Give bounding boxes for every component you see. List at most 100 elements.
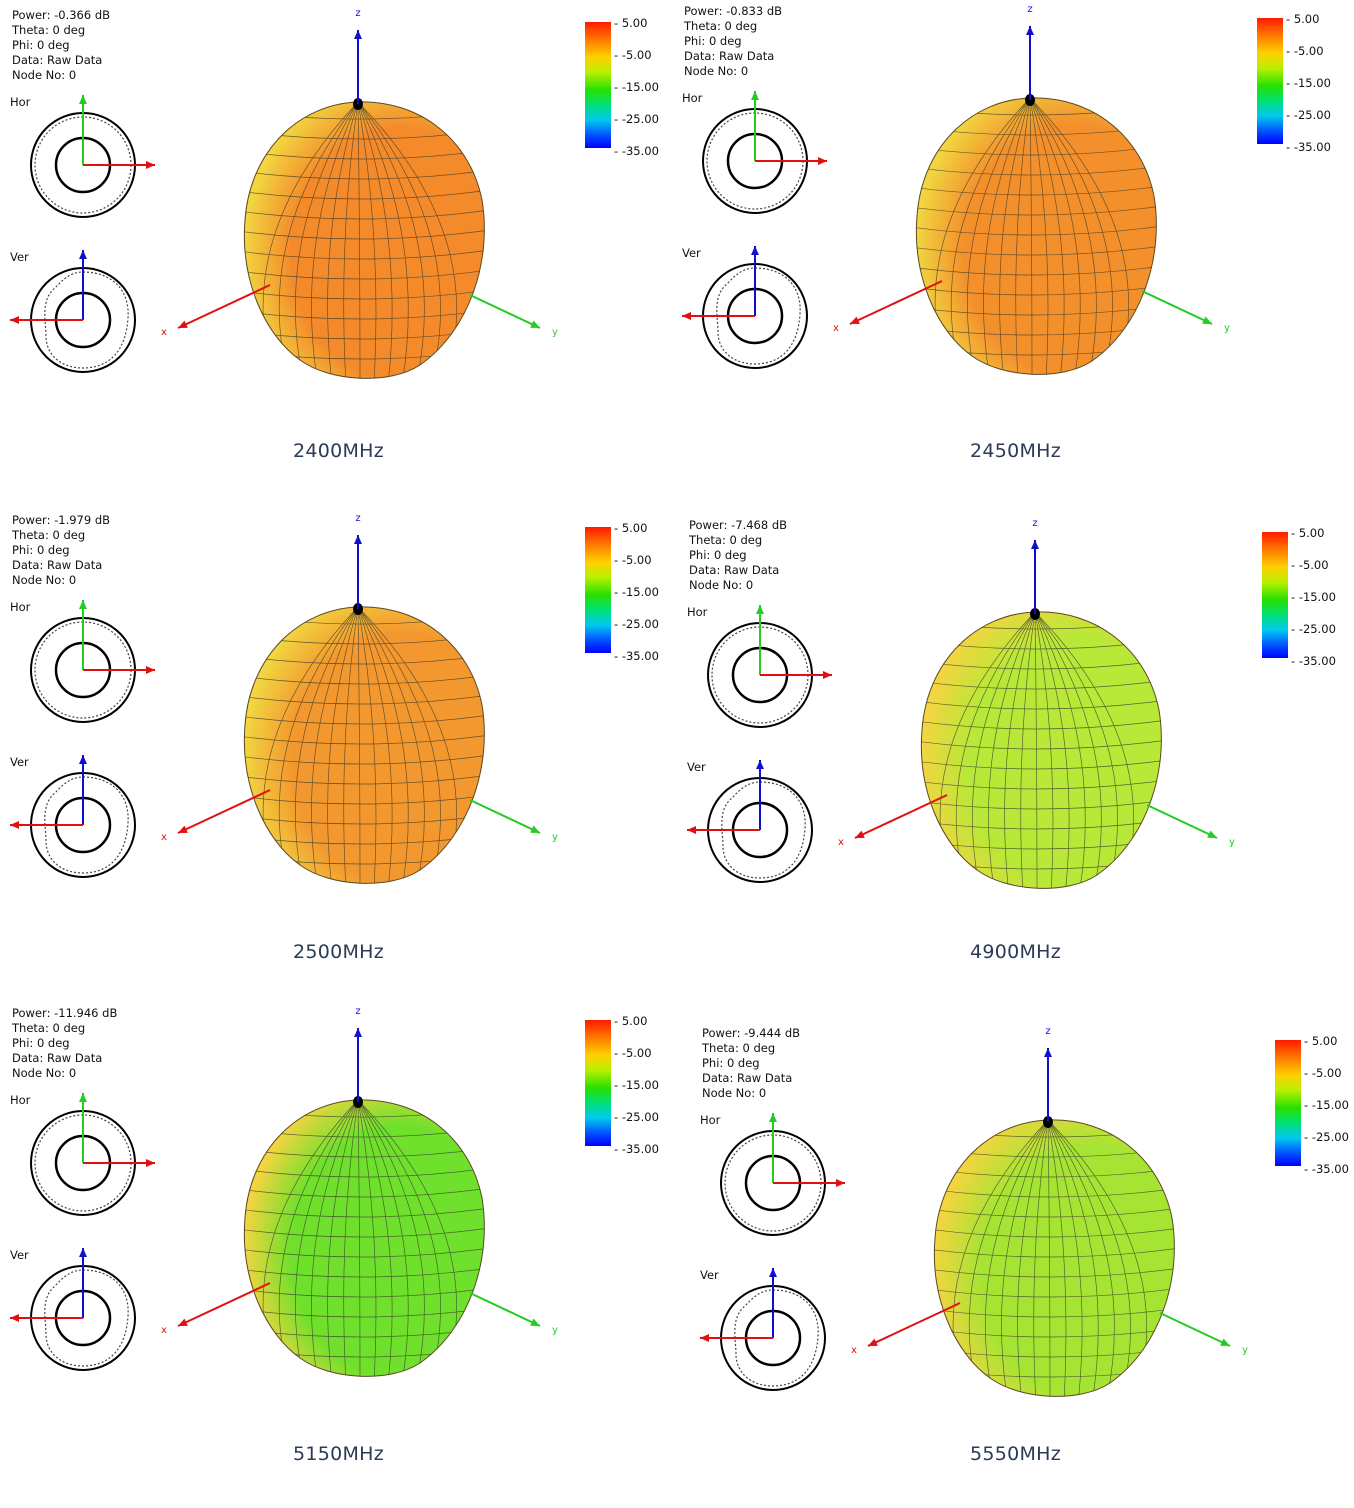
ver-polar-plot	[10, 755, 136, 878]
hor-label: Hor	[687, 605, 708, 619]
pattern-info: Power: -7.468 dB Theta: 0 deg Phi: 0 deg Da…	[689, 518, 787, 593]
hor-x-axis-arrow	[83, 161, 155, 169]
ver-x-axis-arrow	[687, 826, 760, 834]
x-axis-label: x	[833, 323, 839, 334]
hor-x-axis-arrow	[83, 1159, 155, 1167]
ver-z-axis-arrow	[756, 760, 764, 830]
ver-polar-plot	[682, 246, 808, 369]
color-scale-bar	[585, 1020, 611, 1146]
z-axis-arrow	[1031, 540, 1039, 614]
color-scale-tick: -35.00	[614, 649, 659, 663]
color-scale-tick: -5.00	[614, 553, 652, 567]
hor-x-axis-arrow	[773, 1179, 845, 1187]
color-scale-bar	[1275, 1040, 1301, 1166]
info-phi: Phi: 0 deg	[684, 34, 742, 48]
info-phi: Phi: 0 deg	[689, 548, 747, 562]
info-theta: Theta: 0 deg	[12, 23, 86, 37]
z-axis-label: z	[355, 1006, 360, 1017]
color-scale-tick: -25.00	[1304, 1130, 1349, 1144]
info-data: Data: Raw Data	[12, 1051, 103, 1065]
color-scale-tick: 5.00	[614, 1014, 648, 1028]
hor-polar-plot	[707, 605, 832, 728]
pattern-panel: Power: -11.946 dB Theta: 0 deg Phi: 0 deg D…	[0, 998, 677, 1488]
info-phi: Phi: 0 deg	[702, 1056, 760, 1070]
hor-x-axis-arrow	[760, 671, 832, 679]
ver-label: Ver	[10, 250, 29, 264]
color-scale-tick: -25.00	[1286, 108, 1331, 122]
pattern-plot: z x y	[10, 1006, 558, 1377]
hor-y-axis-arrow	[79, 600, 87, 670]
hor-polar-plot	[720, 1113, 845, 1236]
color-scale-bar	[585, 22, 611, 148]
z-axis-label: z	[1032, 518, 1037, 529]
frequency-caption: 4900MHz	[969, 941, 1062, 963]
color-scale-tick: -35.00	[1291, 654, 1336, 668]
info-theta: Theta: 0 deg	[12, 1021, 86, 1035]
hor-y-axis-arrow	[79, 1093, 87, 1163]
hor-polar-plot	[30, 600, 155, 723]
radiation-surface	[933, 1116, 1175, 1397]
radiation-surface	[243, 98, 485, 379]
color-scale-tick: -25.00	[1291, 622, 1336, 636]
hor-y-axis-arrow	[751, 91, 759, 161]
color-scale-tick: -15.00	[614, 80, 659, 94]
pattern-panel: Power: -9.444 dB Theta: 0 deg Phi: 0 deg Da…	[690, 1018, 1354, 1508]
color-scale-tick: -15.00	[614, 1078, 659, 1092]
info-node: Node No: 0	[702, 1086, 767, 1100]
color-scale-tick: -15.00	[614, 585, 659, 599]
z-axis-arrow	[354, 1028, 362, 1102]
info-power: Power: -0.366 dB	[12, 8, 111, 22]
color-scale-tick: -5.00	[1291, 558, 1329, 572]
y-axis-label: y	[1229, 837, 1235, 848]
y-axis-arrow	[469, 799, 541, 834]
frequency-caption: 2450MHz	[969, 440, 1062, 462]
pattern-panel: Power: -1.979 dB Theta: 0 deg Phi: 0 deg Da…	[0, 505, 677, 995]
y-axis-label: y	[552, 832, 558, 843]
hor-polar-plot	[30, 95, 155, 218]
pattern-info: Power: -0.366 dB Theta: 0 deg Phi: 0 deg Da…	[12, 8, 110, 83]
y-axis-label: y	[552, 327, 558, 338]
info-data: Data: Raw Data	[12, 558, 103, 572]
color-scale-tick: -25.00	[614, 1110, 659, 1124]
color-scale-bar	[1262, 532, 1288, 658]
pattern-plot: z x y	[687, 518, 1235, 889]
hor-label: Hor	[10, 95, 31, 109]
ver-z-axis-arrow	[79, 755, 87, 825]
color-scale-tick: -35.00	[1304, 1162, 1349, 1176]
ver-polar-plot	[687, 760, 813, 883]
hor-label: Hor	[10, 600, 31, 614]
hor-polar-plot	[30, 1093, 155, 1216]
ver-z-axis-arrow	[769, 1268, 777, 1338]
pattern-plot: z x y	[700, 1026, 1248, 1397]
info-data: Data: Raw Data	[12, 53, 103, 67]
color-scale-tick: -35.00	[1286, 140, 1331, 154]
info-power: Power: -11.946 dB	[12, 1006, 118, 1020]
x-axis-arrow	[177, 284, 271, 329]
color-scale-tick: -5.00	[1286, 44, 1324, 58]
info-theta: Theta: 0 deg	[689, 533, 763, 547]
y-axis-arrow	[1159, 1312, 1231, 1347]
pattern-info: Power: -11.946 dB Theta: 0 deg Phi: 0 deg D…	[12, 1006, 117, 1081]
y-axis-arrow	[1146, 804, 1218, 839]
color-scale-tick: 5.00	[1286, 12, 1320, 26]
info-node: Node No: 0	[12, 573, 77, 587]
info-data: Data: Raw Data	[684, 49, 775, 63]
info-phi: Phi: 0 deg	[12, 38, 70, 52]
z-axis-arrow	[1026, 26, 1034, 100]
radiation-surface	[920, 608, 1162, 889]
color-scale-tick: -35.00	[614, 144, 659, 158]
x-axis-label: x	[161, 1325, 167, 1336]
pattern-panel: Power: -0.833 dB Theta: 0 deg Phi: 0 deg Da…	[672, 0, 1349, 486]
color-scale-tick: -5.00	[614, 48, 652, 62]
y-axis-label: y	[1224, 323, 1230, 334]
x-axis-arrow	[867, 1302, 961, 1347]
z-axis-label: z	[355, 513, 360, 524]
ver-label: Ver	[700, 1268, 719, 1282]
info-phi: Phi: 0 deg	[12, 1036, 70, 1050]
x-axis-arrow	[177, 789, 271, 834]
x-axis-arrow	[177, 1282, 271, 1327]
ver-label: Ver	[10, 1248, 29, 1262]
info-power: Power: -1.979 dB	[12, 513, 111, 527]
frequency-caption: 2400MHz	[292, 440, 385, 462]
info-power: Power: -7.468 dB	[689, 518, 788, 532]
